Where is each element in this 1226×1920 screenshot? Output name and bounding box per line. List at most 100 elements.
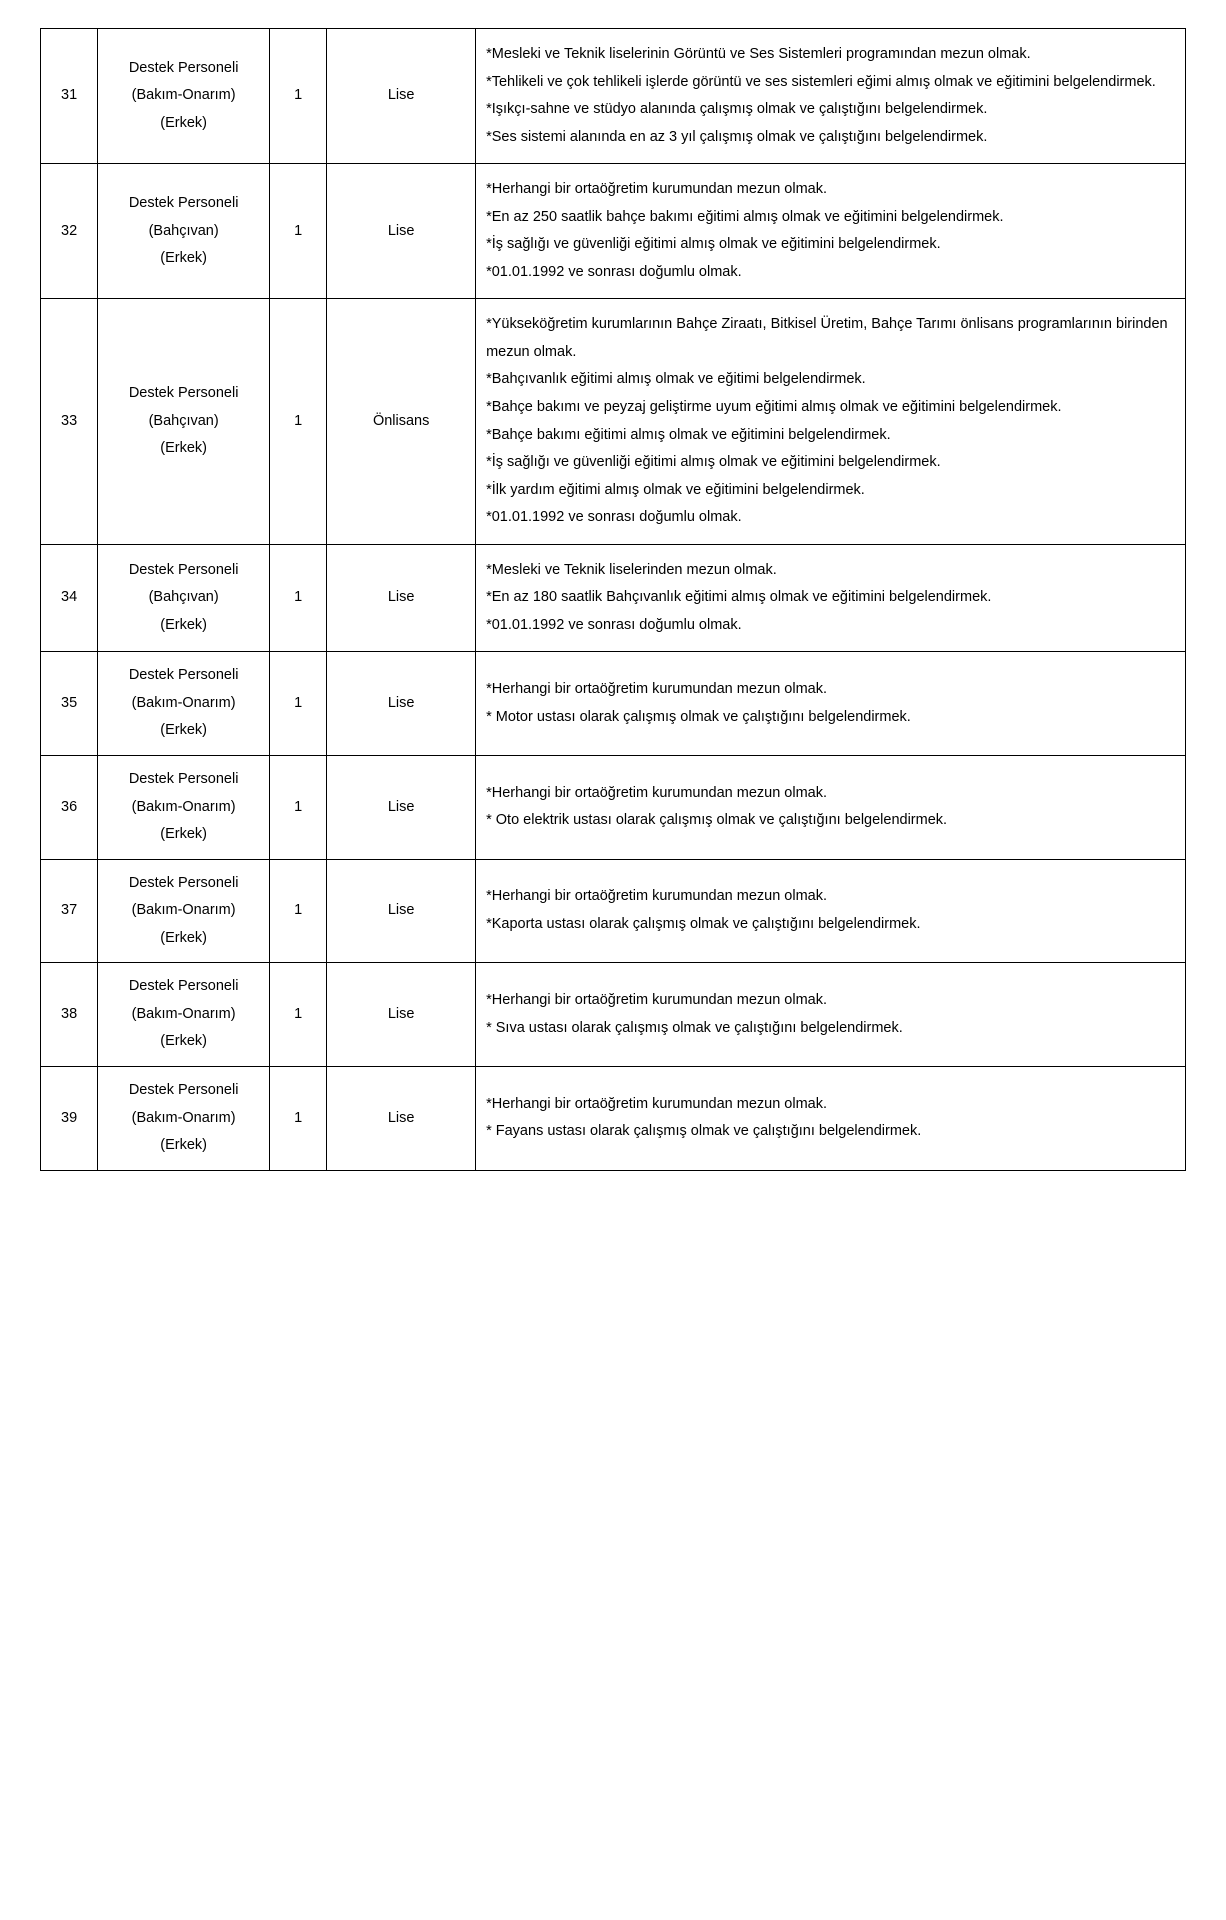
row-title: Destek Personeli(Bakım-Onarım)(Erkek) — [98, 1066, 270, 1170]
requirement-line: *Herhangi bir ortaöğretim kurumundan mez… — [486, 676, 1175, 704]
requirement-line: *Mesleki ve Teknik liselerinin Görüntü v… — [486, 41, 1175, 69]
row-title-line: (Erkek) — [106, 821, 261, 849]
row-index: 31 — [41, 29, 98, 164]
requirement-line: *Tehlikeli ve çok tehlikeli işlerde görü… — [486, 69, 1175, 97]
row-title-line: Destek Personeli — [106, 190, 261, 218]
requirement-line: *Yükseköğretim kurumlarının Bahçe Ziraat… — [486, 311, 1175, 366]
row-title-line: Destek Personeli — [106, 662, 261, 690]
row-requirements: *Herhangi bir ortaöğretim kurumundan mez… — [476, 652, 1186, 756]
row-title: Destek Personeli(Bakım-Onarım)(Erkek) — [98, 29, 270, 164]
row-requirements: *Mesleki ve Teknik liselerinin Görüntü v… — [476, 29, 1186, 164]
requirement-line: * Oto elektrik ustası olarak çalışmış ol… — [486, 807, 1175, 835]
row-title-line: Destek Personeli — [106, 973, 261, 1001]
row-title: Destek Personeli(Bahçıvan)(Erkek) — [98, 299, 270, 544]
row-count: 1 — [270, 1066, 327, 1170]
row-title: Destek Personeli(Bahçıvan)(Erkek) — [98, 544, 270, 652]
table-row: 38Destek Personeli(Bakım-Onarım)(Erkek)1… — [41, 963, 1186, 1067]
row-requirements: *Herhangi bir ortaöğretim kurumundan mez… — [476, 756, 1186, 860]
row-count: 1 — [270, 164, 327, 299]
row-count: 1 — [270, 299, 327, 544]
row-title-line: (Erkek) — [106, 717, 261, 745]
row-title-line: (Bakım-Onarım) — [106, 897, 261, 925]
positions-table: 31Destek Personeli(Bakım-Onarım)(Erkek)1… — [40, 28, 1186, 1171]
row-title: Destek Personeli(Bakım-Onarım)(Erkek) — [98, 963, 270, 1067]
requirement-line: *Herhangi bir ortaöğretim kurumundan mez… — [486, 176, 1175, 204]
table-row: 35Destek Personeli(Bakım-Onarım)(Erkek)1… — [41, 652, 1186, 756]
requirement-line: *Bahçe bakımı eğitimi almış olmak ve eği… — [486, 422, 1175, 450]
row-title-line: Destek Personeli — [106, 870, 261, 898]
requirement-line: *En az 250 saatlik bahçe bakımı eğitimi … — [486, 204, 1175, 232]
row-count: 1 — [270, 756, 327, 860]
row-title-line: (Erkek) — [106, 245, 261, 273]
requirement-line: * Sıva ustası olarak çalışmış olmak ve ç… — [486, 1015, 1175, 1043]
row-title-line: (Bakım-Onarım) — [106, 82, 261, 110]
row-requirements: *Herhangi bir ortaöğretim kurumundan mez… — [476, 963, 1186, 1067]
requirement-line: *Bahçıvanlık eğitimi almış olmak ve eğit… — [486, 366, 1175, 394]
row-title-line: (Erkek) — [106, 612, 261, 640]
row-title-line: Destek Personeli — [106, 1077, 261, 1105]
row-title-line: Destek Personeli — [106, 557, 261, 585]
row-requirements: *Mesleki ve Teknik liselerinden mezun ol… — [476, 544, 1186, 652]
row-count: 1 — [270, 963, 327, 1067]
row-title-line: Destek Personeli — [106, 380, 261, 408]
row-title-line: Destek Personeli — [106, 766, 261, 794]
row-title: Destek Personeli(Bakım-Onarım)(Erkek) — [98, 756, 270, 860]
row-education-level: Önlisans — [327, 299, 476, 544]
row-title-line: (Erkek) — [106, 925, 261, 953]
requirement-line: *Mesleki ve Teknik liselerinden mezun ol… — [486, 557, 1175, 585]
row-index: 36 — [41, 756, 98, 860]
requirement-line: *Herhangi bir ortaöğretim kurumundan mez… — [486, 780, 1175, 808]
requirement-line: *En az 180 saatlik Bahçıvanlık eğitimi a… — [486, 584, 1175, 612]
row-education-level: Lise — [327, 756, 476, 860]
row-title-line: (Bahçıvan) — [106, 408, 261, 436]
row-title-line: (Erkek) — [106, 435, 261, 463]
table-row: 31Destek Personeli(Bakım-Onarım)(Erkek)1… — [41, 29, 1186, 164]
row-title: Destek Personeli(Bahçıvan)(Erkek) — [98, 164, 270, 299]
row-index: 38 — [41, 963, 98, 1067]
table-row: 37Destek Personeli(Bakım-Onarım)(Erkek)1… — [41, 859, 1186, 963]
requirement-line: *İş sağlığı ve güvenliği eğitimi almış o… — [486, 449, 1175, 477]
table-row: 32Destek Personeli(Bahçıvan)(Erkek)1Lise… — [41, 164, 1186, 299]
row-title-line: (Bahçıvan) — [106, 584, 261, 612]
requirement-line: *Işıkçı-sahne ve stüdyo alanında çalışmı… — [486, 96, 1175, 124]
row-requirements: *Herhangi bir ortaöğretim kurumundan mez… — [476, 164, 1186, 299]
requirement-line: *01.01.1992 ve sonrası doğumlu olmak. — [486, 259, 1175, 287]
requirement-line: *Herhangi bir ortaöğretim kurumundan mez… — [486, 883, 1175, 911]
positions-tbody: 31Destek Personeli(Bakım-Onarım)(Erkek)1… — [41, 29, 1186, 1171]
row-education-level: Lise — [327, 1066, 476, 1170]
row-title-line: (Bakım-Onarım) — [106, 1105, 261, 1133]
requirement-line: *Herhangi bir ortaöğretim kurumundan mez… — [486, 1091, 1175, 1119]
table-row: 36Destek Personeli(Bakım-Onarım)(Erkek)1… — [41, 756, 1186, 860]
row-requirements: *Yükseköğretim kurumlarının Bahçe Ziraat… — [476, 299, 1186, 544]
requirement-line: *01.01.1992 ve sonrası doğumlu olmak. — [486, 504, 1175, 532]
table-row: 33Destek Personeli(Bahçıvan)(Erkek)1Önli… — [41, 299, 1186, 544]
requirement-line: * Fayans ustası olarak çalışmış olmak ve… — [486, 1118, 1175, 1146]
requirement-line: *Ses sistemi alanında en az 3 yıl çalışm… — [486, 124, 1175, 152]
row-index: 39 — [41, 1066, 98, 1170]
table-row: 39Destek Personeli(Bakım-Onarım)(Erkek)1… — [41, 1066, 1186, 1170]
row-education-level: Lise — [327, 963, 476, 1067]
row-count: 1 — [270, 859, 327, 963]
row-title-line: (Erkek) — [106, 1028, 261, 1056]
row-title-line: (Bakım-Onarım) — [106, 690, 261, 718]
row-title-line: (Erkek) — [106, 110, 261, 138]
row-education-level: Lise — [327, 652, 476, 756]
row-title-line: (Bakım-Onarım) — [106, 794, 261, 822]
row-education-level: Lise — [327, 29, 476, 164]
row-count: 1 — [270, 652, 327, 756]
row-title-line: (Erkek) — [106, 1132, 261, 1160]
row-count: 1 — [270, 29, 327, 164]
requirement-line: *Herhangi bir ortaöğretim kurumundan mez… — [486, 987, 1175, 1015]
row-count: 1 — [270, 544, 327, 652]
row-index: 35 — [41, 652, 98, 756]
table-row: 34Destek Personeli(Bahçıvan)(Erkek)1Lise… — [41, 544, 1186, 652]
row-education-level: Lise — [327, 544, 476, 652]
row-requirements: *Herhangi bir ortaöğretim kurumundan mez… — [476, 1066, 1186, 1170]
row-title: Destek Personeli(Bakım-Onarım)(Erkek) — [98, 652, 270, 756]
row-title-line: Destek Personeli — [106, 55, 261, 83]
requirement-line: *İlk yardım eğitimi almış olmak ve eğiti… — [486, 477, 1175, 505]
requirement-line: *01.01.1992 ve sonrası doğumlu olmak. — [486, 612, 1175, 640]
row-index: 33 — [41, 299, 98, 544]
row-index: 32 — [41, 164, 98, 299]
row-requirements: *Herhangi bir ortaöğretim kurumundan mez… — [476, 859, 1186, 963]
